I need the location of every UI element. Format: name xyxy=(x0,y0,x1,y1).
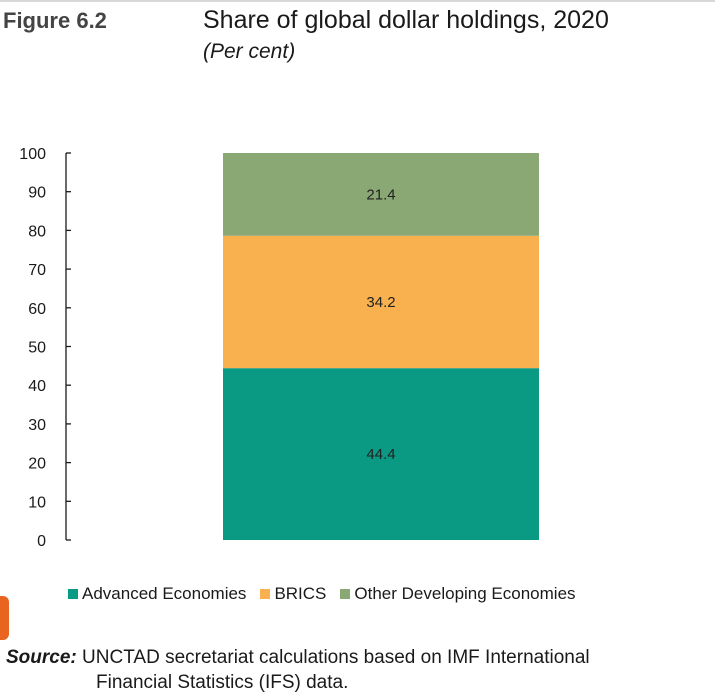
y-tick-label: 50 xyxy=(28,340,46,357)
y-tick-label: 10 xyxy=(28,494,46,511)
source-text-line1: UNCTAD secretariat calculations based on… xyxy=(82,647,590,668)
bar-segment-brics xyxy=(223,235,539,369)
data-label-other-developing-economies: 21.4 xyxy=(366,186,395,203)
data-label-brics: 34.2 xyxy=(366,294,395,311)
y-tick-label: 30 xyxy=(28,417,46,434)
chart-subtitle: (Per cent) xyxy=(203,40,296,63)
chart-title: Share of global dollar holdings, 2020 xyxy=(203,6,609,34)
data-label-advanced-economies: 44.4 xyxy=(366,446,395,463)
legend-label-advanced-economies: Advanced Economies xyxy=(82,584,247,603)
stacked-bar-chart: 0 10 20 30 40 50 60 70 80 90 100 44.4 34.2 21.4 xyxy=(19,146,539,550)
legend-swatch-advanced-economies xyxy=(68,589,78,599)
y-tick-label: 90 xyxy=(28,185,46,202)
source-note: Source: UNCTAD secretariat calculations … xyxy=(6,645,711,695)
bar-segment-advanced-economies xyxy=(223,368,539,540)
figure-label: Figure 6.2 xyxy=(3,8,107,33)
legend-swatch-other-developing-economies xyxy=(340,589,351,599)
top-divider xyxy=(0,0,715,2)
source-key: Source: xyxy=(6,647,77,668)
legend-item-brics: BRICS xyxy=(260,584,326,604)
source-text-line2: Financial Statistics (IFS) data. xyxy=(96,672,349,693)
bar-segment-other-developing-economies xyxy=(223,153,539,236)
y-tick-label: 70 xyxy=(28,262,46,279)
y-tick-label: 80 xyxy=(28,223,46,240)
y-tick-label: 0 xyxy=(37,533,46,550)
legend-item-advanced-economies: Advanced Economies xyxy=(68,584,246,604)
page-side-tab xyxy=(0,596,9,640)
legend-label-other-developing-economies: Other Developing Economies xyxy=(354,584,576,603)
y-tick-label: 20 xyxy=(28,456,46,473)
y-tick-label: 60 xyxy=(28,301,46,318)
legend-item-other-developing-economies: Other Developing Economies xyxy=(340,584,576,604)
legend-label-brics: BRICS xyxy=(274,584,327,603)
legend-swatch-brics xyxy=(260,589,271,599)
y-tick-label: 100 xyxy=(19,146,46,163)
chart-legend: Advanced Economies BRICS Other Developin… xyxy=(68,584,576,604)
y-tick-label: 40 xyxy=(28,378,46,395)
